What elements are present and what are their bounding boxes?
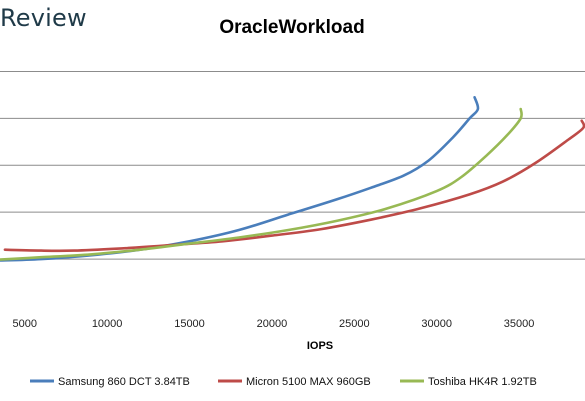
x-axis-label: IOPS	[307, 340, 333, 352]
legend-label-1: Samsung 860 DCT 3.84TB	[58, 376, 190, 388]
chart-title: OracleWorkload	[219, 17, 364, 38]
series-line-3	[0, 107, 523, 261]
legend-label-3: Toshiba HK4R 1.92TB	[428, 376, 537, 388]
x-tick-label: 35000	[504, 318, 535, 330]
x-tick-label: 5000	[12, 318, 36, 330]
series-line-2	[3, 119, 585, 253]
legend: Samsung 860 DCT 3.84TB Micron 5100 MAX 96…	[30, 376, 537, 388]
x-tick-label: 25000	[339, 318, 370, 330]
brand-logo-text: Review	[0, 4, 87, 32]
series-line-1	[0, 96, 480, 262]
series-lines	[0, 96, 585, 262]
gridlines	[0, 70, 585, 260]
x-tick-label: 30000	[421, 318, 452, 330]
x-tick-label: 15000	[174, 318, 205, 330]
x-axis-ticks: 5000 10000 15000 20000 25000 30000 35000	[12, 318, 534, 330]
x-tick-label: 20000	[257, 318, 288, 330]
legend-label-2: Micron 5100 MAX 960GB	[246, 376, 371, 388]
x-tick-label: 10000	[92, 318, 123, 330]
